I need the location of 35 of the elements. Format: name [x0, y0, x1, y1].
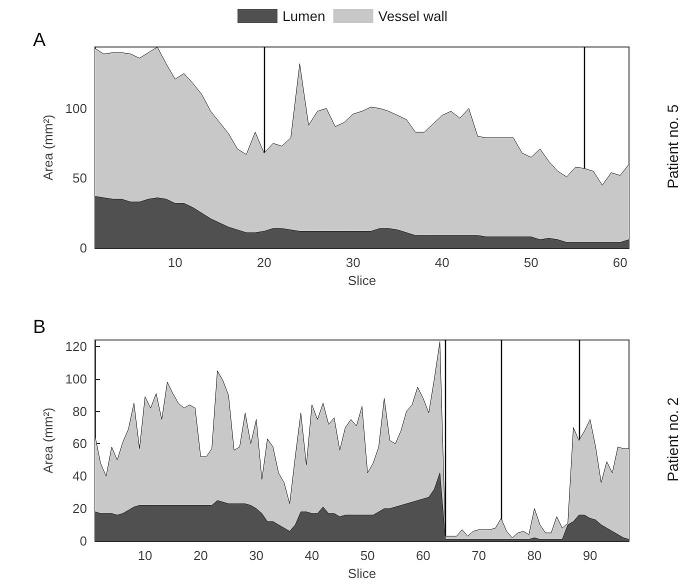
x-tick-label: 10	[138, 548, 152, 563]
chart-title: A	[33, 30, 46, 51]
x-tick-label: 70	[472, 548, 486, 563]
chart-title: B	[33, 317, 46, 338]
y-tick-label: 100	[65, 371, 87, 386]
x-tick-label: 80	[527, 548, 542, 563]
legend-label: Vessel wall	[378, 8, 448, 24]
y-tick-label: 0	[80, 534, 87, 548]
y-tick-label: 100	[65, 100, 87, 116]
y-axis-title: Area (mm²)	[40, 408, 56, 474]
x-tick-label: 90	[582, 548, 598, 563]
x-tick-label: 30	[346, 255, 360, 270]
x-tick-label: 30	[249, 548, 264, 563]
x-tick-label: 60	[416, 548, 430, 563]
x-axis-title: Slice	[348, 272, 376, 288]
y-tick-label: 60	[72, 436, 87, 452]
x-tick-label: 50	[360, 548, 375, 563]
x-tick-label: 40	[434, 255, 450, 270]
y2-axis-title: Patient no. 2	[665, 397, 682, 482]
y-tick-label: 50	[72, 170, 87, 186]
y-tick-label: 40	[72, 468, 87, 484]
x-tick-label: 40	[304, 548, 320, 563]
x-tick-label: 60	[612, 255, 628, 270]
y-tick-label: 0	[80, 240, 87, 256]
x-axis-title: Slice	[348, 566, 376, 581]
y-tick-label: 80	[72, 404, 87, 419]
x-tick-label: 20	[193, 548, 208, 563]
y-axis-title: Area (mm²)	[40, 114, 56, 180]
legend-label: Lumen	[282, 8, 326, 24]
x-tick-label: 10	[168, 255, 182, 270]
y-tick-label: 20	[72, 501, 87, 516]
y-tick-label: 120	[65, 338, 87, 354]
x-tick-label: 20	[256, 255, 272, 270]
x-tick-label: 50	[524, 255, 538, 270]
y2-axis-title: Patient no. 5	[665, 104, 682, 189]
